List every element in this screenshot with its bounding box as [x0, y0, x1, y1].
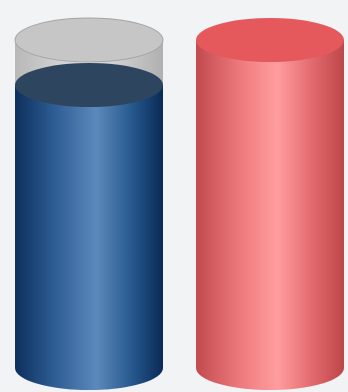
glass-rim	[14, 17, 164, 63]
red-cylinder	[196, 18, 344, 390]
liquid-body	[15, 85, 163, 390]
liquid-surface	[15, 63, 163, 107]
red-cylinder-body	[196, 40, 344, 390]
blue-cylinder	[14, 17, 164, 390]
red-cylinder-top	[196, 18, 344, 62]
